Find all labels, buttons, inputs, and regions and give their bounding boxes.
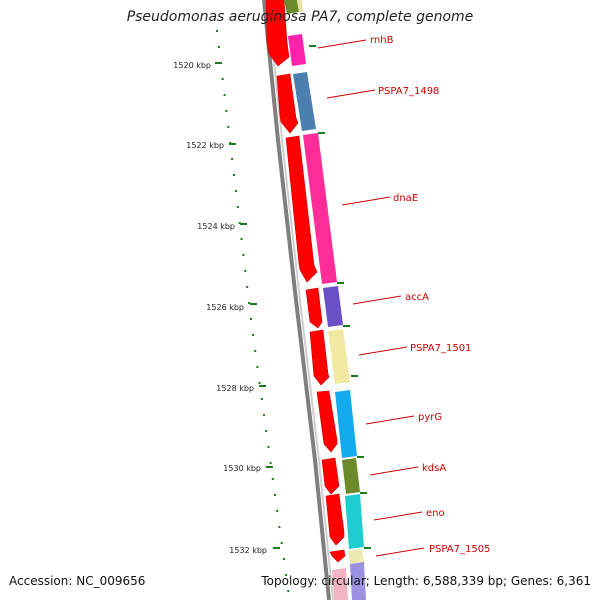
ruler-dot [250,318,252,320]
gene-block-dnaE [303,133,337,284]
ruler-dot [285,574,288,576]
leader-dnaE [341,196,391,206]
ruler-dot [278,526,281,528]
gene-labels: rnhB PSPA7_1498 dnaE accA PSPA7_1501 pyr… [370,35,490,555]
gene-block-kdsA [342,458,360,494]
ruler-dot [233,174,235,176]
ruler-dot [258,382,261,384]
gene-label[interactable]: kdsA [422,463,446,474]
leader-kdsA [369,466,419,476]
gene-block-pyrG [335,390,357,458]
ruler-dot [223,94,226,96]
leader-PSPA7_1498 [326,89,376,99]
gene-label[interactable]: rnhB [370,35,394,46]
gene-tick-marks [309,45,371,549]
ruler-dot [236,206,239,208]
gene-block-track [284,0,366,600]
gene-arrow-red [285,135,318,283]
ruler-dot [246,286,249,288]
ruler-dot [217,46,220,48]
ruler-dot [238,222,241,224]
gene-arrow-red [325,493,345,546]
leader-pyrG [365,415,415,425]
leader-PSPA7_1501 [358,346,408,356]
ruler-dot [256,366,259,368]
ruler-dot [225,110,228,112]
gene-label[interactable]: pyrG [418,412,442,423]
gene-block-bottom-pink [332,568,348,600]
gene-block-PSPA7_1498 [293,72,316,131]
gene-label[interactable]: accA [405,292,429,303]
ruler-label: 1530 kbp [223,464,261,473]
gene-block-PSPA7_1505 [348,549,364,564]
ruler-label: 1528 kbp [216,384,254,393]
ruler-dot [252,334,254,336]
ruler-label: 1520 kbp [173,61,211,70]
gene-label[interactable]: PSPA7_1501 [410,343,471,354]
gene-label[interactable]: eno [426,508,445,519]
ruler-label: 1526 kbp [206,303,244,312]
ruler-dot [276,510,279,512]
gene-arrow-red [309,329,330,386]
ruler-dot [267,446,270,448]
ruler-label: 1522 kbp [186,141,224,150]
ruler-dot [280,542,283,544]
genome-backbone [262,0,331,600]
gene-block-accA [323,286,343,327]
ruler-dot [254,350,257,352]
ruler-label: 1532 kbp [229,546,267,555]
ruler-dot [244,270,247,272]
red-arrow-track [265,0,346,563]
gene-label[interactable]: dnaE [393,193,418,204]
gene-block-top-olive [284,0,299,14]
map-title: Pseudomonas aeruginosa PA7, complete gen… [126,9,474,25]
ruler-dot [282,558,285,560]
gene-label-leaders [317,39,425,557]
leader-PSPA7_1505 [375,547,425,557]
genome-backbone-highlight [267,0,334,600]
topology-label: Topology: circular; Length: 6,588,339 bp… [261,574,591,588]
ruler-labels: 1520 kbp 1522 kbp 1524 kbp 1526 kbp 1528… [173,61,280,555]
leader-eno [373,511,423,521]
ruler-dot [221,78,224,80]
gene-arrow-red [265,0,290,67]
ruler-dot [265,430,268,432]
ruler-dot [263,414,265,416]
leader-rnhB [317,39,367,49]
gene-arrow-red [329,549,346,563]
ruler-dot [287,590,290,592]
gene-block-rnhB [288,34,306,66]
accession-label: Accession: NC_009656 [9,574,146,588]
ruler-dot [216,30,218,32]
gene-block-eno [345,494,364,549]
gene-block-PSPA7_1501 [328,329,350,384]
ruler-label: 1524 kbp [197,222,235,231]
ruler-dot [271,478,274,480]
ruler-dot [240,238,243,240]
gene-label[interactable]: PSPA7_1498 [378,86,439,97]
ruler-dot [227,126,230,128]
gene-block-top-cream [297,0,303,12]
gene-arrow-red [305,287,323,329]
ruler-dot [260,398,263,400]
gene-block-bottom-lavender [350,562,366,600]
gene-label[interactable]: PSPA7_1505 [429,544,490,555]
ruler-dot [242,254,245,256]
ruler-dot [231,158,234,160]
ruler-dot [248,302,251,304]
gene-arrow-red [276,73,299,134]
gene-arrow-red [316,390,338,453]
ruler-dot [274,494,276,496]
leader-accA [352,295,402,305]
ruler-dot [269,462,272,464]
gene-arrow-red [321,457,340,495]
ruler-dot [234,190,237,192]
